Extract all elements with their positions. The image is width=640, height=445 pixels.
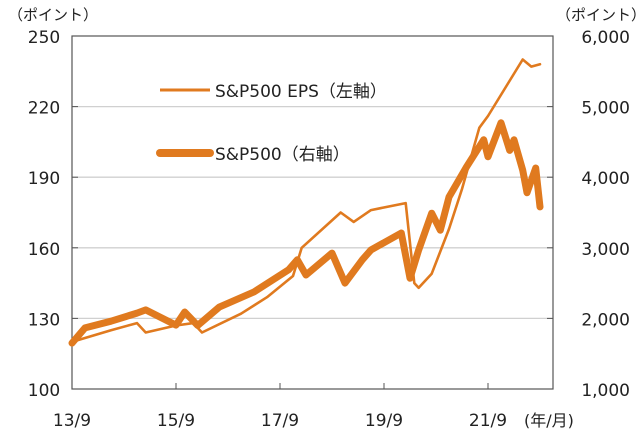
x-tick-label: 17/9 [261, 411, 299, 431]
gridlines [72, 105, 553, 320]
legend-label-sp500: S&P500（右軸） [215, 145, 350, 165]
legend: S&P500 EPS（左軸） S&P500（右軸） [156, 82, 387, 165]
right-tick-label: 4,000 [581, 169, 630, 189]
left-tick-label: 100 [28, 381, 60, 401]
right-tick-label: 2,000 [581, 310, 630, 330]
plot-area [71, 35, 554, 390]
right-axis-unit: （ポイント） [556, 6, 640, 24]
x-tick-label: 21/9 [469, 411, 507, 431]
right-tick-label: 6,000 [581, 28, 630, 48]
left-tick-label: 220 [28, 99, 60, 119]
left-tick-label: 130 [28, 310, 60, 330]
right-tick-label: 3,000 [581, 240, 630, 260]
right-tick-label: 5,000 [581, 99, 630, 119]
left-tick-label: 190 [28, 169, 60, 189]
right-tick-label: 1,000 [581, 381, 630, 401]
x-tick-label: 15/9 [157, 411, 195, 431]
axis-ticks: 100 130 160 190 220 250 1,000 2,000 3,000 4,000 5,… [28, 28, 630, 431]
sp500-line [68, 119, 544, 347]
left-tick-label: 160 [28, 240, 60, 260]
x-axis-unit: (年/月) [524, 411, 574, 430]
left-axis-unit: （ポイント） [8, 6, 98, 24]
series-lines [68, 58, 544, 347]
left-tick-label: 250 [28, 28, 60, 48]
x-tick-label: 13/9 [53, 411, 91, 431]
legend-label-eps: S&P500 EPS（左軸） [215, 82, 387, 102]
x-tick-label: 19/9 [365, 411, 403, 431]
